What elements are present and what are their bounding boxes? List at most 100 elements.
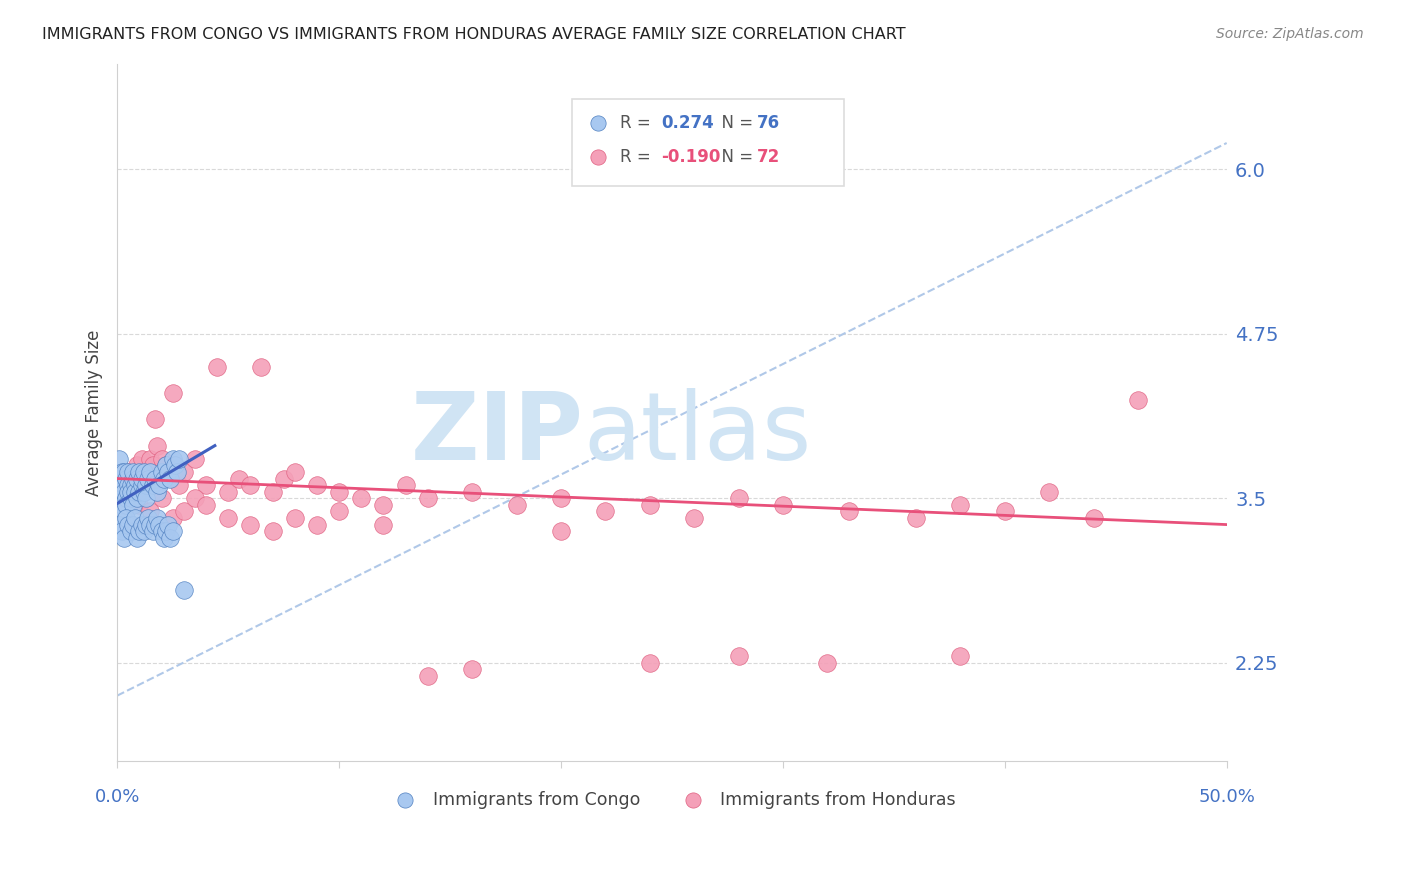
Point	[131, 451, 153, 466]
Point	[117, 484, 139, 499]
Point	[108, 471, 131, 485]
Point	[772, 498, 794, 512]
Point	[284, 511, 307, 525]
Point	[146, 484, 169, 499]
Point	[905, 511, 928, 525]
Text: Source: ZipAtlas.com: Source: ZipAtlas.com	[1216, 27, 1364, 41]
Point	[157, 465, 180, 479]
Point	[148, 517, 170, 532]
Point	[136, 511, 159, 525]
Point	[184, 491, 207, 506]
Text: 0.274: 0.274	[661, 114, 714, 132]
Point	[262, 484, 284, 499]
Point	[132, 484, 155, 499]
Point	[135, 491, 157, 506]
Point	[150, 465, 173, 479]
Point	[117, 465, 139, 479]
Point	[127, 471, 149, 485]
Point	[115, 498, 138, 512]
Point	[124, 511, 146, 525]
Point	[120, 524, 142, 538]
Point	[169, 478, 191, 492]
Point	[150, 451, 173, 466]
Point	[127, 491, 149, 506]
Point	[838, 504, 860, 518]
Point	[111, 498, 134, 512]
Point	[994, 504, 1017, 518]
Point	[162, 386, 184, 401]
Point	[152, 471, 174, 485]
Point	[108, 517, 131, 532]
Point	[949, 649, 972, 664]
Point	[163, 458, 186, 473]
Text: -0.190: -0.190	[661, 148, 720, 166]
Text: R =: R =	[620, 148, 655, 166]
Point	[239, 517, 262, 532]
Text: atlas: atlas	[583, 388, 811, 480]
Point	[162, 511, 184, 525]
Point	[146, 511, 169, 525]
Point	[117, 517, 139, 532]
Point	[250, 359, 273, 374]
Point	[112, 478, 135, 492]
Point	[395, 478, 418, 492]
Point	[550, 524, 572, 538]
Point	[142, 524, 165, 538]
Point	[127, 458, 149, 473]
Point	[112, 478, 135, 492]
Point	[262, 524, 284, 538]
Point	[111, 491, 134, 506]
Point	[550, 491, 572, 506]
Point	[139, 504, 162, 518]
Point	[115, 511, 138, 525]
Point	[150, 524, 173, 538]
Point	[121, 471, 143, 485]
Point	[146, 439, 169, 453]
Point	[148, 478, 170, 492]
Point	[124, 478, 146, 492]
Point	[217, 484, 239, 499]
Point	[143, 517, 166, 532]
Point	[117, 478, 139, 492]
Point	[169, 451, 191, 466]
Point	[117, 491, 139, 506]
Point	[111, 478, 134, 492]
Point	[284, 465, 307, 479]
Point	[121, 471, 143, 485]
Point	[273, 471, 295, 485]
Point	[112, 504, 135, 518]
Point	[142, 478, 165, 492]
Point	[328, 484, 350, 499]
Point	[328, 504, 350, 518]
Point	[416, 669, 439, 683]
Point	[132, 484, 155, 499]
Point	[416, 491, 439, 506]
Point	[173, 583, 195, 598]
Point	[305, 478, 328, 492]
Point	[194, 478, 217, 492]
Point	[128, 465, 150, 479]
Text: 50.0%: 50.0%	[1198, 788, 1256, 805]
Point	[143, 412, 166, 426]
Text: 76: 76	[758, 114, 780, 132]
Point	[132, 524, 155, 538]
Point	[128, 524, 150, 538]
Point	[155, 524, 177, 538]
Point	[373, 498, 395, 512]
Point	[305, 517, 328, 532]
Text: IMMIGRANTS FROM CONGO VS IMMIGRANTS FROM HONDURAS AVERAGE FAMILY SIZE CORRELATIO: IMMIGRANTS FROM CONGO VS IMMIGRANTS FROM…	[42, 27, 905, 42]
Point	[173, 465, 195, 479]
Point	[131, 517, 153, 532]
Point	[131, 471, 153, 485]
Point	[136, 471, 159, 485]
Point	[120, 491, 142, 506]
Point	[173, 504, 195, 518]
Point	[108, 484, 131, 499]
Point	[112, 531, 135, 545]
Point	[120, 478, 142, 492]
Text: N =: N =	[711, 148, 758, 166]
Point	[124, 484, 146, 499]
Point	[111, 524, 134, 538]
Y-axis label: Average Family Size: Average Family Size	[86, 329, 103, 496]
Point	[131, 478, 153, 492]
